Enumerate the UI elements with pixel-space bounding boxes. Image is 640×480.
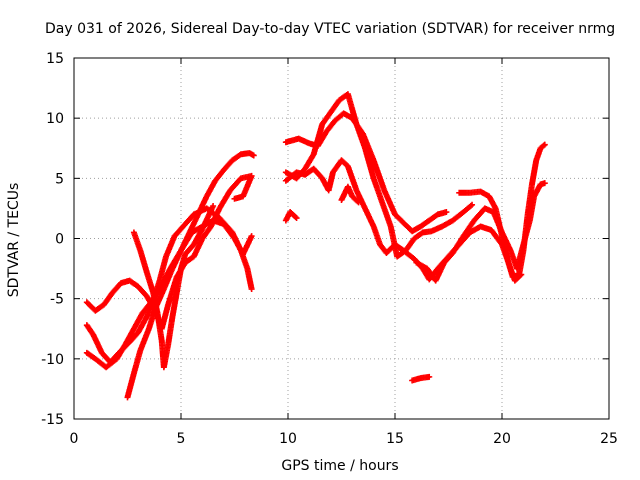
series-trace-13 <box>456 141 548 281</box>
y-axis-label: SDTVAR / TECUs <box>6 183 22 298</box>
x-tick-label: 20 <box>493 431 511 447</box>
data-point <box>292 214 299 221</box>
data-point <box>293 215 300 222</box>
data-point <box>250 152 257 159</box>
data-point <box>541 141 548 148</box>
data-point <box>541 180 548 187</box>
series-trace-11 <box>409 373 433 384</box>
data-point <box>469 201 476 208</box>
y-tick-label: -5 <box>50 292 64 308</box>
x-tick-label: 15 <box>386 431 404 447</box>
y-tick-label: 10 <box>46 111 64 127</box>
y-tick-label: 5 <box>55 171 64 187</box>
series-trace-10 <box>338 183 362 206</box>
data-point <box>354 198 361 205</box>
data-point <box>355 199 362 206</box>
x-tick-label: 0 <box>70 431 79 447</box>
series-trace-9 <box>282 209 300 224</box>
x-tick-labels: 0 5 10 15 20 25 <box>70 431 618 447</box>
y-tick-label: 15 <box>46 51 64 67</box>
data-point <box>540 142 547 149</box>
chart-title: Day 031 of 2026, Sidereal Day-to-day VTE… <box>45 21 615 37</box>
y-tick-label: 0 <box>55 232 64 248</box>
x-tick-label: 5 <box>177 431 186 447</box>
y-tick-label: -10 <box>41 352 64 368</box>
data-point <box>210 203 217 210</box>
axis-ticks <box>73 57 610 420</box>
data-point <box>248 286 255 293</box>
data-point <box>426 373 433 380</box>
data-point <box>443 209 450 216</box>
y-tick-labels: -15 -10 -5 0 5 10 15 <box>41 51 64 428</box>
data-series <box>83 91 548 401</box>
series-trace-5 <box>130 203 217 371</box>
y-tick-label: -15 <box>41 412 64 428</box>
grid-lines <box>74 58 609 419</box>
x-tick-label: 10 <box>279 431 297 447</box>
data-point <box>231 195 238 202</box>
data-point <box>248 233 255 240</box>
series-trace-7 <box>282 91 476 260</box>
series-trace-4 <box>124 150 257 401</box>
x-axis-label: GPS time / hours <box>281 458 398 474</box>
x-tick-label: 25 <box>600 431 618 447</box>
